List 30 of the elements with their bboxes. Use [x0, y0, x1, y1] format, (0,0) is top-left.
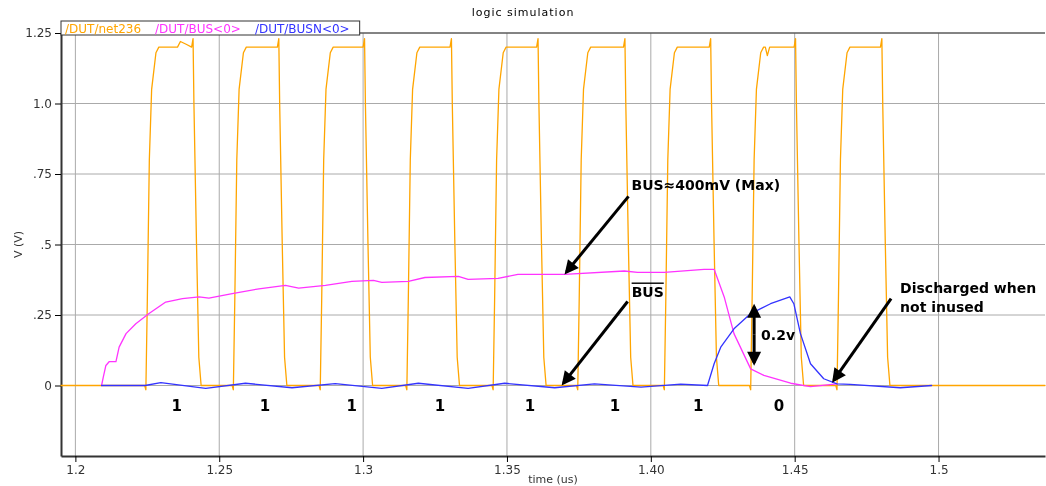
text: /DUT/BUSN<0>: [254, 22, 350, 36]
chart-title: logic simulation: [471, 6, 575, 19]
series-label: /DUT/net236: [65, 22, 142, 36]
x-tick-label: 1.40: [637, 462, 665, 477]
x-tick-label: 1.25: [206, 462, 234, 477]
annotation: BUS: [631, 283, 664, 300]
y-tick-label: .25: [32, 308, 52, 323]
text: /DUT/BUS<0>: [155, 22, 241, 36]
annotation: 1: [693, 397, 704, 415]
y-tick-label: .75: [32, 167, 52, 182]
y-axis-title: V (V): [12, 230, 25, 259]
y-tick-label: 1.25: [25, 26, 52, 41]
y-tick-label: 1.0: [32, 96, 52, 111]
annotation: 1: [346, 397, 357, 415]
x-tick-label: 1.2: [66, 462, 86, 477]
annotation: 1: [524, 397, 536, 415]
x-axis-title: time (us): [528, 473, 578, 486]
x-tick-label: 1.5: [929, 462, 949, 477]
annotation: 1: [259, 397, 271, 415]
x-tick-label: 1.45: [781, 462, 809, 477]
annotation: 1: [171, 397, 182, 415]
y-tick-label: .5: [40, 237, 52, 252]
x-tick-label: 1.35: [494, 462, 521, 477]
annotation: Discharged when not inused: [900, 279, 1037, 315]
annotation: 1: [434, 397, 446, 415]
annotation: 0.2v: [761, 326, 796, 343]
y-tick-label: 0: [44, 378, 52, 393]
annotation: 0: [773, 397, 785, 415]
x-tick-label: 1.3: [354, 462, 374, 477]
annotation: 1: [609, 397, 621, 415]
